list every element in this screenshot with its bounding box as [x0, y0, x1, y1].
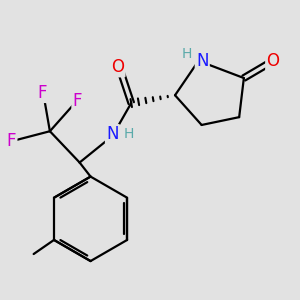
Text: F: F: [73, 92, 82, 110]
Text: O: O: [111, 58, 124, 76]
Text: H: H: [124, 128, 134, 141]
Text: H: H: [182, 47, 192, 61]
Text: N: N: [196, 52, 208, 70]
Text: F: F: [37, 84, 47, 102]
Text: N: N: [106, 125, 119, 143]
Text: O: O: [266, 52, 280, 70]
Text: F: F: [7, 132, 16, 150]
